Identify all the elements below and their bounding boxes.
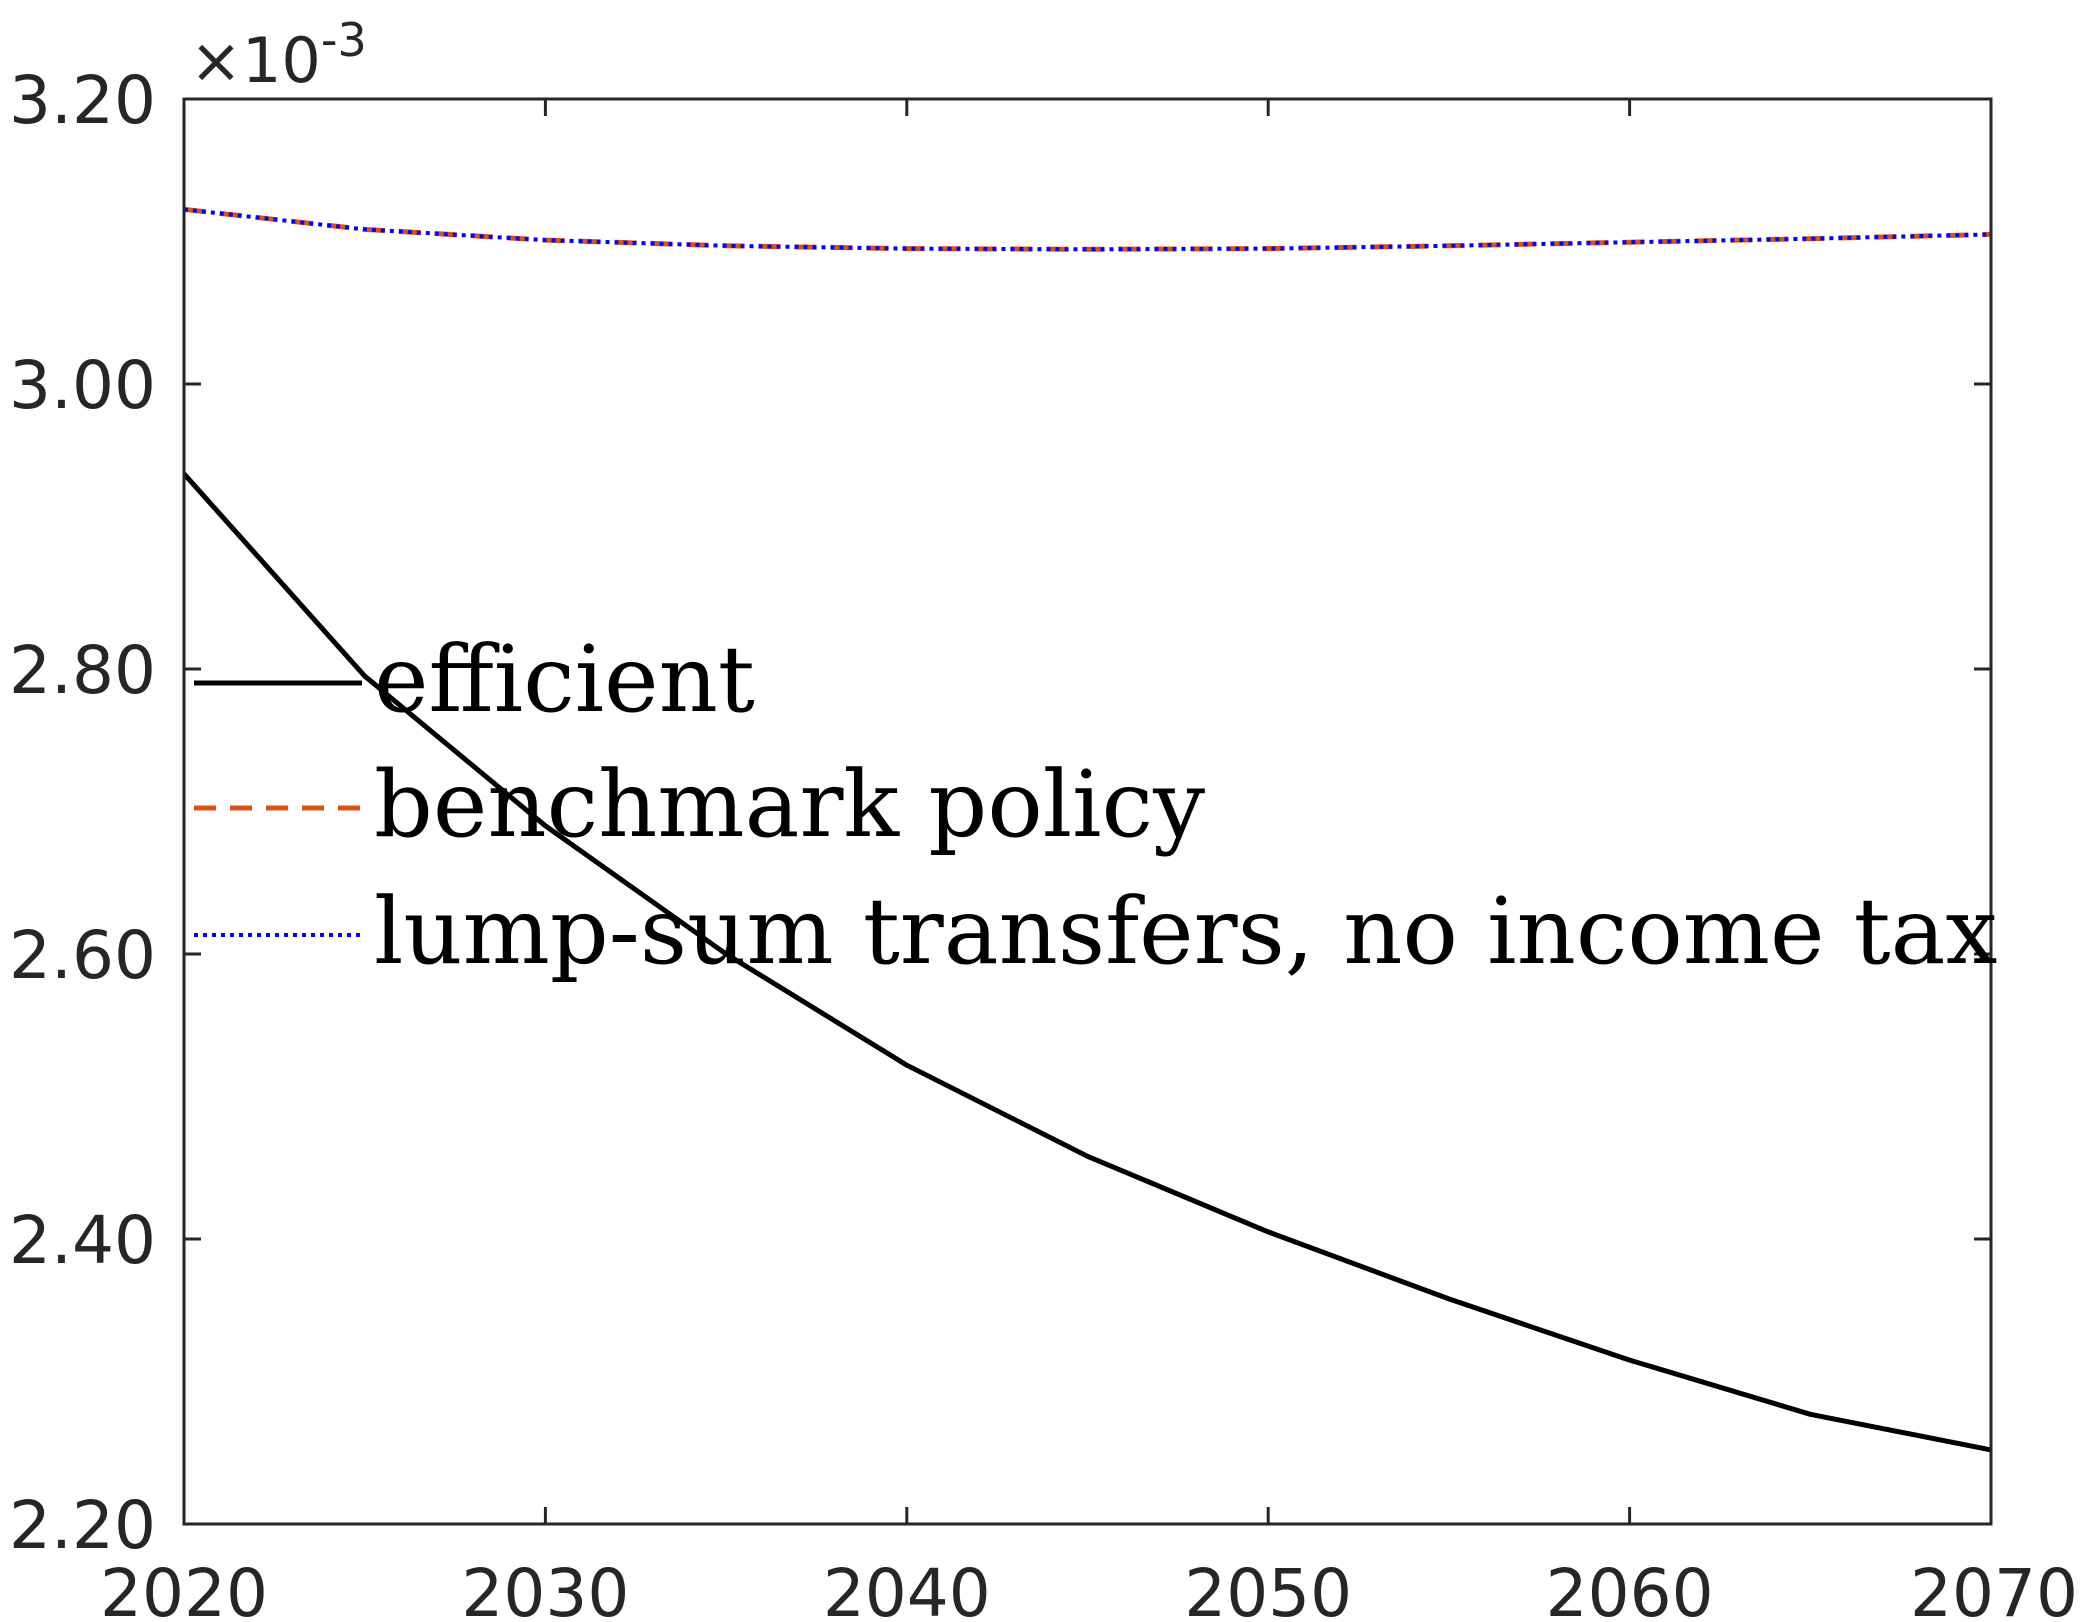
legend-label-2: lump-sum transfers, no income tax — [374, 878, 1997, 985]
plot-area-frame — [182, 97, 1993, 1526]
y-tick-label-2: 2.60 — [9, 917, 156, 994]
series-layer — [182, 206, 1992, 1453]
legend-label-0: efficient — [374, 626, 755, 733]
y-multiplier-exponent: -3 — [321, 13, 367, 67]
x-tick-label-1: 2030 — [461, 1555, 629, 1622]
y-multiplier-base: ×10 — [190, 24, 321, 97]
y-tick-label-4: 3.00 — [9, 347, 156, 424]
x-axis-tick-labels: 2020 2030 2040 2050 2060 2070 — [100, 1555, 2078, 1622]
x-tick-label-2: 2040 — [823, 1555, 991, 1622]
x-tick-label-4: 2060 — [1546, 1555, 1714, 1622]
series-line-0 — [182, 472, 1992, 1453]
x-tick-label-5: 2070 — [1910, 1555, 2078, 1622]
y-tick-label-1: 2.40 — [9, 1202, 156, 1279]
tick-marks — [182, 97, 1993, 1526]
y-axis-multiplier: ×10-3 — [190, 13, 367, 97]
legend: efficient benchmark policy lump-sum transf… — [194, 626, 1997, 985]
legend-label-1: benchmark policy — [374, 751, 1205, 858]
x-tick-label-3: 2050 — [1184, 1555, 1352, 1622]
series-line-1 — [183, 206, 1992, 252]
series-line-2 — [183, 207, 1992, 252]
y-tick-label-3: 2.80 — [9, 632, 156, 709]
y-tick-label-5: 3.20 — [9, 62, 156, 139]
y-tick-label-0: 2.20 — [9, 1487, 156, 1564]
x-tick-label-0: 2020 — [100, 1555, 268, 1622]
y-axis-tick-labels: 2.20 2.40 2.60 2.80 3.00 3.20 — [9, 62, 156, 1564]
